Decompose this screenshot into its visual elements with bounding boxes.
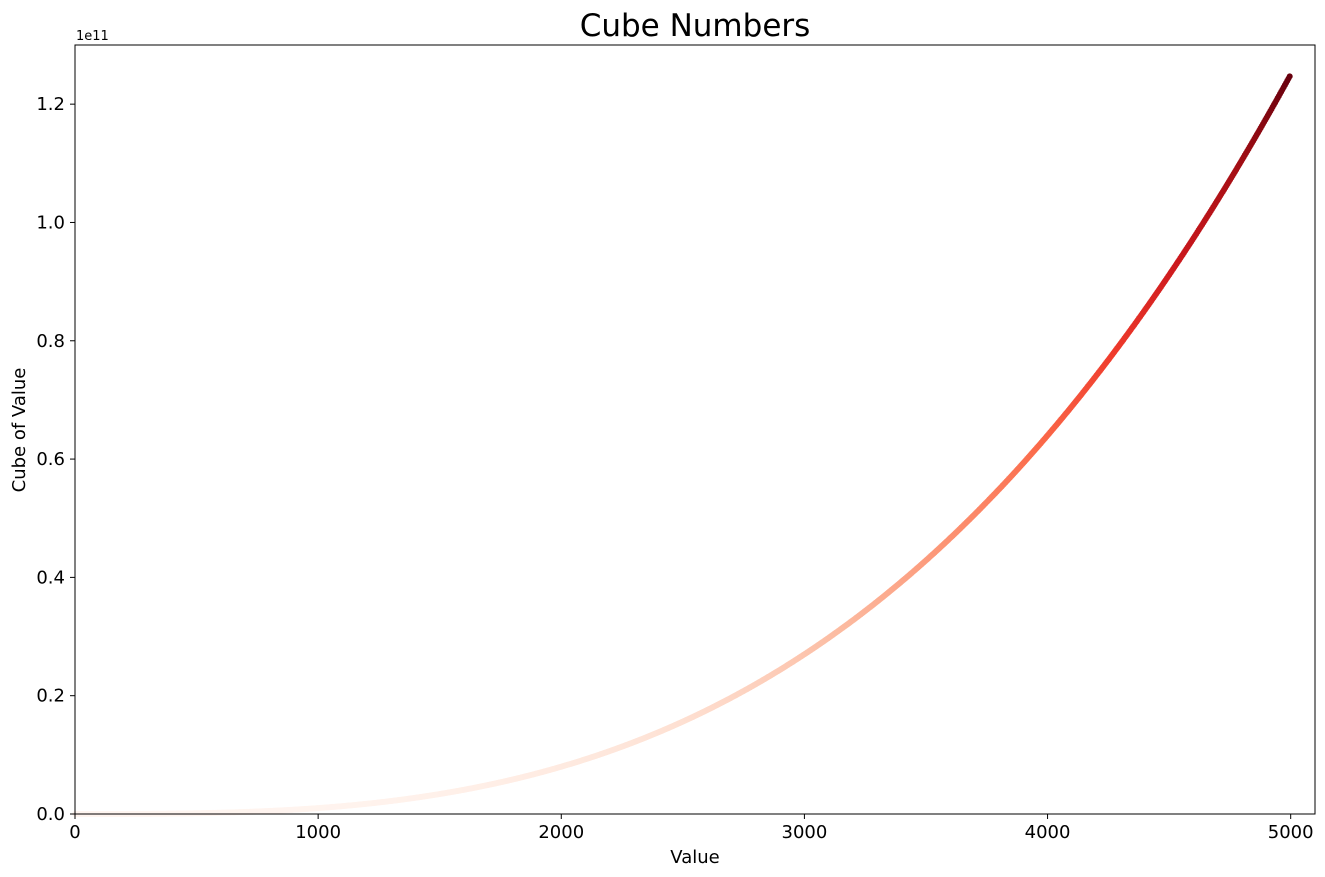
y-tick-label: 0.6: [36, 449, 65, 470]
y-tick-label: 0.0: [36, 804, 65, 825]
plot-area: [72, 73, 1293, 817]
x-tick-label: 5000: [1268, 822, 1314, 843]
axes-frame: [74, 44, 1316, 815]
y-tick-label: 1.2: [36, 94, 65, 115]
chart-title: Cube Numbers: [580, 8, 811, 44]
y-axis-label: Cube of Value: [9, 368, 30, 493]
y-tick-label: 0.2: [36, 686, 65, 707]
x-tick-label: 0: [69, 822, 80, 843]
x-tick-label: 1000: [295, 822, 341, 843]
y-tick-label: 0.4: [36, 567, 65, 588]
y-axis-offset-label: 1e11: [76, 29, 109, 44]
data-points: [72, 73, 1293, 817]
x-tick-label: 4000: [1025, 822, 1071, 843]
data-point: [1286, 73, 1293, 80]
x-tick-label: 2000: [538, 822, 584, 843]
y-tick-label: 1.0: [36, 212, 65, 233]
y-tick-label: 0.8: [36, 331, 65, 352]
y-axis-ticks: 0.0 0.2 0.4 0.6 0.8 1.0 1.2: [36, 94, 75, 825]
x-axis-ticks: 0 1000 2000 3000 4000 5000: [69, 814, 1314, 843]
x-axis-label: Value: [670, 847, 719, 868]
x-tick-label: 3000: [782, 822, 828, 843]
